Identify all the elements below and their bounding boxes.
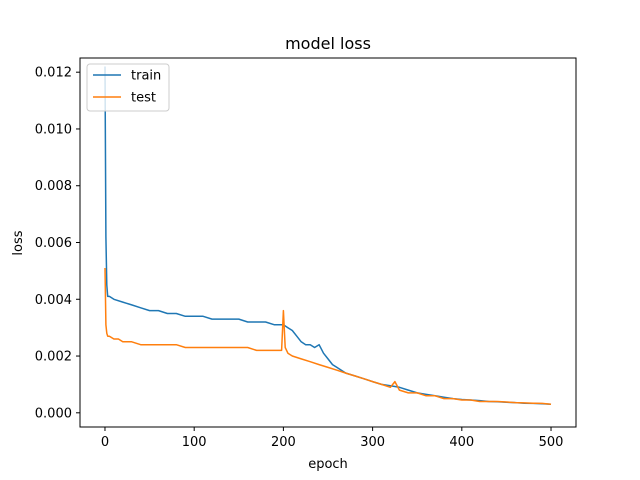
plot-area — [104, 66, 552, 406]
y-tick-label: 0.002 — [35, 350, 72, 365]
x-tick-label: 0 — [101, 435, 109, 450]
axes-frame — [79, 57, 577, 428]
y-tick-label: 0.006 — [35, 236, 72, 251]
y-axis: 0.000 0.002 0.004 0.006 0.008 0.010 0.012 — [35, 66, 80, 421]
x-tick-label: 200 — [271, 435, 296, 450]
y-axis-label: loss — [11, 230, 26, 255]
legend: train test — [86, 63, 170, 112]
x-tick-label: 500 — [539, 435, 564, 450]
y-tick-label: 0.000 — [35, 406, 72, 421]
y-tick-label: 0.012 — [35, 66, 72, 81]
series-line-train — [104, 66, 552, 406]
x-tick-label: 300 — [360, 435, 385, 450]
x-tick-label: 100 — [182, 435, 207, 450]
y-tick-label: 0.004 — [35, 293, 72, 308]
chart-title: model loss — [285, 34, 371, 53]
x-axis: 0 100 200 300 400 500 — [101, 427, 564, 450]
y-tick-label: 0.008 — [35, 179, 72, 194]
y-tick-label: 0.010 — [35, 122, 72, 137]
legend-label-train: train — [131, 69, 161, 84]
x-axis-label: epoch — [308, 457, 348, 472]
legend-label-test: test — [131, 91, 156, 106]
series-line-test — [104, 267, 552, 406]
x-tick-label: 400 — [449, 435, 474, 450]
